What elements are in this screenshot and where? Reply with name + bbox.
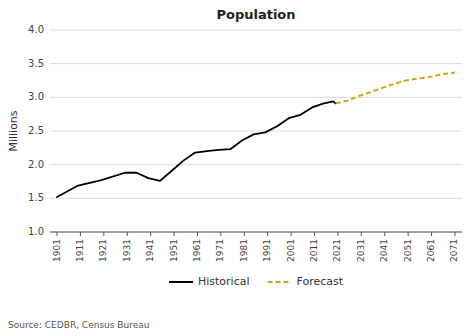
legend-swatch — [267, 281, 291, 283]
legend-label: Historical — [198, 275, 250, 288]
grid-line — [50, 232, 462, 233]
grid-line — [50, 198, 462, 199]
y-tick-label: 2.0 — [28, 159, 44, 170]
plot-area — [57, 72, 455, 197]
x-tick-label: 1931 — [122, 239, 132, 262]
x-tick — [314, 232, 315, 236]
legend-swatch — [169, 281, 193, 283]
x-tick — [431, 232, 432, 236]
x-tick-label: 1971 — [215, 239, 225, 262]
chart: Population1.01.52.02.53.03.54.0190119111… — [0, 0, 474, 336]
x-axis-line — [50, 232, 462, 233]
x-tick — [244, 232, 245, 236]
x-tick — [384, 232, 385, 236]
x-tick-label: 1951 — [169, 239, 179, 262]
x-tick-label: 2031 — [356, 239, 366, 262]
series-line — [336, 72, 455, 103]
x-tick — [174, 232, 175, 236]
x-tick — [57, 232, 58, 236]
x-tick-label: 1901 — [52, 239, 62, 262]
x-tick-label: 2001 — [286, 239, 296, 262]
grid-line — [50, 63, 462, 64]
x-tick-label: 2051 — [403, 239, 413, 262]
title: Population — [216, 7, 295, 22]
x-tick — [220, 232, 221, 236]
x-tick-label: 2061 — [426, 239, 436, 262]
background — [0, 0, 474, 336]
x-tick-label: 1921 — [98, 239, 108, 262]
x-tick — [150, 232, 151, 236]
legend-label: Forecast — [296, 275, 343, 288]
x-tick-label: 2071 — [449, 239, 459, 262]
x-tick-label: 1911 — [75, 239, 85, 262]
x-tick — [361, 232, 362, 236]
x-tick-label: 1961 — [192, 239, 202, 262]
x-tick — [454, 232, 455, 236]
axes: 1.0 1.5 2.0 2.5 3.0 3.5 4.0 1901 1911 1921 1931 194… — [28, 24, 462, 262]
y-axis-label: Millions — [7, 110, 20, 151]
chart-container: Population1.01.52.02.53.03.54.0190119111… — [0, 0, 474, 336]
grid-line — [50, 131, 462, 132]
legend: Historical Forecast — [169, 275, 344, 288]
grid-line — [50, 97, 462, 98]
x-tick — [337, 232, 338, 236]
y-tick-label: 3.0 — [28, 91, 44, 102]
x-tick — [80, 232, 81, 236]
grid-line — [50, 30, 462, 31]
source-note: Source: CEDBR, Census Bureau — [8, 320, 149, 330]
grid-line — [50, 164, 462, 165]
x-tick-label: 1941 — [145, 239, 155, 262]
x-tick-label: 2041 — [379, 239, 389, 262]
x-tick — [127, 232, 128, 236]
x-tick — [103, 232, 104, 236]
legend-item: Historical — [169, 275, 250, 288]
legend-item: Forecast — [267, 275, 343, 288]
y-tick-label: 3.5 — [28, 58, 44, 69]
x-tick — [408, 232, 409, 236]
series-line — [57, 101, 336, 197]
y-tick-label: 4.0 — [28, 24, 44, 35]
y-tick-label: 1.0 — [28, 226, 44, 237]
y-tick-label: 2.5 — [28, 125, 44, 136]
x-tick-label: 2021 — [332, 239, 342, 262]
x-tick-label: 2011 — [309, 239, 319, 262]
y-tick-label: 1.5 — [28, 192, 44, 203]
x-tick-label: 1991 — [262, 239, 272, 262]
x-tick — [197, 232, 198, 236]
x-tick — [267, 232, 268, 236]
x-tick — [291, 232, 292, 236]
x-tick-label: 1981 — [239, 239, 249, 262]
